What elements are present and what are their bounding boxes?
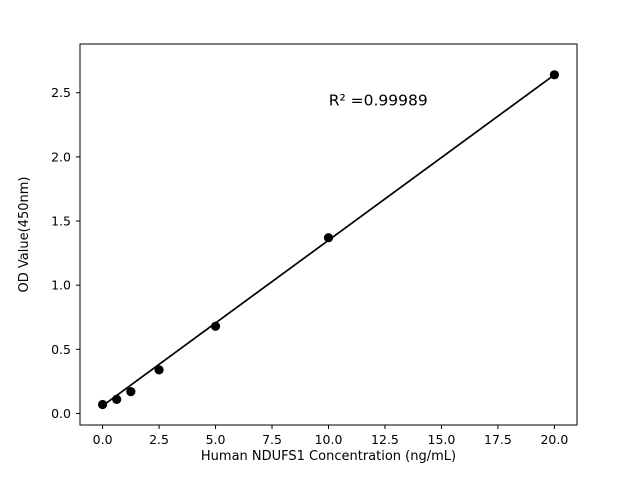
data-point [323, 233, 334, 243]
data-point [154, 365, 164, 375]
x-tick-label: 7.5 [262, 432, 282, 447]
data-point [97, 399, 108, 410]
x-axis-label: Human NDUFS1 Concentration (ng/mL) [201, 449, 456, 464]
x-tick-label: 0.0 [93, 432, 113, 447]
y-tick-label: 1.5 [51, 214, 71, 229]
x-tick-label: 17.5 [484, 432, 512, 447]
y-tick-label: 0.5 [51, 342, 71, 357]
plot-frame [79, 43, 578, 426]
y-tick-label: 1.0 [51, 278, 71, 293]
y-axis-label: OD Value(450nm) [17, 177, 32, 293]
y-tick-label: 0.0 [51, 406, 71, 421]
x-tick-label: 20.0 [540, 432, 568, 447]
x-tick-label: 15.0 [428, 432, 456, 447]
x-tick-label: 5.0 [206, 432, 226, 447]
data-point [112, 394, 122, 404]
data-point [126, 387, 136, 397]
x-tick-label: 10.0 [315, 432, 343, 447]
y-tick-label: 2.0 [51, 149, 71, 164]
data-point [549, 70, 560, 80]
data-point [210, 321, 221, 331]
x-tick-label: 12.5 [371, 432, 399, 447]
y-tick-label: 2.5 [51, 85, 71, 100]
r-squared-annotation: R² =0.99989 [329, 91, 428, 109]
x-tick-label: 2.5 [149, 432, 169, 447]
